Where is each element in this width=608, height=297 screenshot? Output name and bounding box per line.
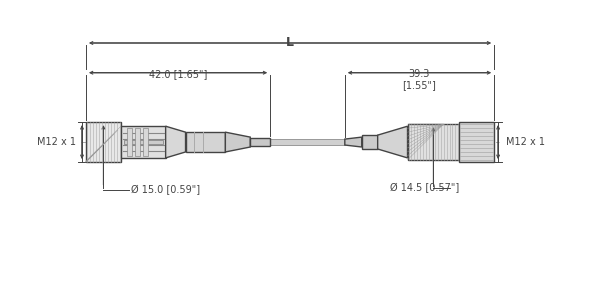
Bar	[250, 138, 270, 146]
Bar	[185, 132, 226, 152]
Polygon shape	[226, 132, 250, 152]
Bar	[143, 128, 148, 156]
Bar	[127, 128, 132, 156]
Bar	[270, 139, 345, 145]
Bar	[121, 126, 165, 158]
Text: L: L	[286, 37, 294, 50]
Polygon shape	[378, 126, 407, 158]
Bar	[407, 124, 459, 160]
Bar	[86, 122, 121, 162]
Text: Ø 14.5 [0.57"]: Ø 14.5 [0.57"]	[390, 183, 459, 193]
Bar	[124, 140, 163, 144]
Text: M12 x 1: M12 x 1	[37, 137, 76, 147]
Text: Ø 15.0 [0.59"]: Ø 15.0 [0.59"]	[131, 184, 200, 195]
Bar	[362, 135, 378, 149]
Text: 39.3
[1.55"]: 39.3 [1.55"]	[402, 69, 437, 90]
Text: 42.0 [1.65"]: 42.0 [1.65"]	[149, 69, 207, 79]
Polygon shape	[165, 126, 185, 158]
Bar	[459, 122, 494, 162]
Text: M12 x 1: M12 x 1	[506, 137, 545, 147]
Bar	[135, 128, 140, 156]
Polygon shape	[345, 137, 362, 147]
